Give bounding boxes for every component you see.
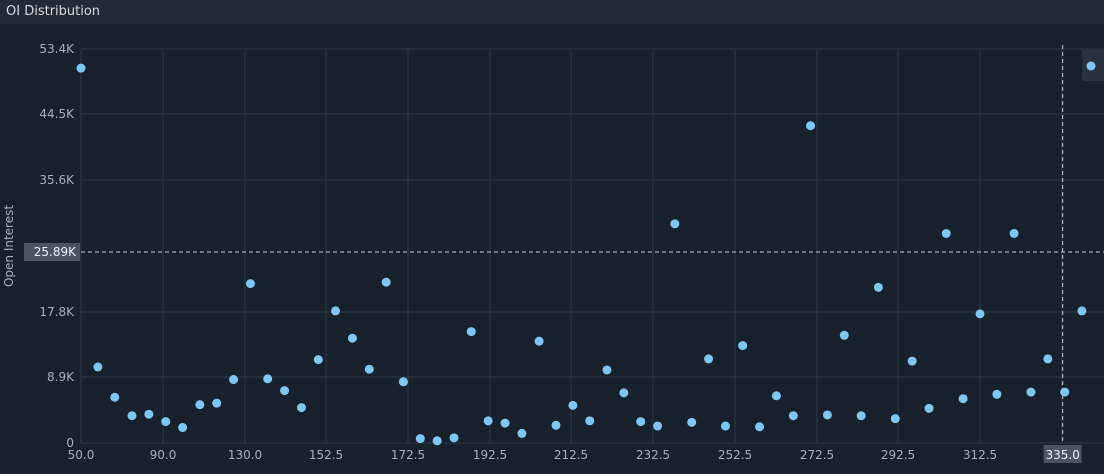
- y-tick-label: 44.5K: [39, 107, 75, 121]
- data-point: [924, 403, 934, 413]
- data-point: [76, 63, 86, 73]
- data-point: [771, 391, 781, 401]
- y-axis-title: Open Interest: [2, 205, 16, 287]
- data-point: [110, 392, 120, 402]
- y-tick-label: 17.8K: [39, 305, 75, 319]
- data-point: [466, 327, 476, 337]
- data-point: [585, 416, 595, 426]
- x-tick-label: 172.5: [391, 448, 425, 462]
- label-layer: 0 8.9K 17.8K 35.6K 44.5K 53.4K 50.0 90.0 130.0 15…: [2, 42, 1104, 463]
- y-tick-label: 8.9K: [47, 370, 75, 384]
- data-point: [551, 420, 561, 430]
- panel-header: OI Distribution: [0, 0, 1104, 24]
- x-tick-label: 252.5: [718, 448, 752, 462]
- data-point: [144, 409, 154, 419]
- data-point: [245, 279, 255, 289]
- data-point: [907, 356, 917, 366]
- legend-marker: [1086, 61, 1096, 71]
- data-point: [602, 365, 612, 375]
- crosshair-y-label-bg: [24, 242, 80, 261]
- data-point: [636, 417, 646, 427]
- data-point: [788, 411, 798, 421]
- data-point: [517, 428, 527, 438]
- data-point: [381, 277, 391, 287]
- data-point: [653, 421, 663, 431]
- x-tick-label: 152.5: [309, 448, 343, 462]
- data-point: [212, 398, 222, 408]
- data-point: [296, 403, 306, 413]
- data-point: [873, 282, 883, 292]
- data-point: [432, 436, 442, 446]
- data-point: [839, 330, 849, 340]
- data-point: [313, 355, 323, 365]
- data-point: [449, 433, 459, 443]
- data-point: [958, 394, 968, 404]
- panel-title: OI Distribution: [6, 4, 101, 19]
- data-point: [398, 377, 408, 387]
- x-tick-label: 272.5: [800, 448, 834, 462]
- data-point: [534, 336, 544, 346]
- data-point: [229, 375, 239, 385]
- data-point: [178, 423, 188, 433]
- data-point: [1026, 387, 1036, 397]
- x-tick-label: 312.5: [963, 448, 997, 462]
- crosshair-x-label-bg: [1043, 445, 1082, 463]
- crosshair-layer: [81, 45, 1104, 443]
- data-point: [127, 411, 137, 421]
- crosshair-x-label: 335.0: [1045, 448, 1079, 462]
- data-point: [161, 417, 171, 427]
- x-tick-label: 192.5: [473, 448, 507, 462]
- data-point: [992, 389, 1002, 399]
- data-point: [755, 422, 765, 432]
- x-tick-label: 212.5: [554, 448, 588, 462]
- data-point: [687, 417, 697, 427]
- data-point: [670, 219, 680, 229]
- grid-layer: [80, 48, 1104, 444]
- data-point: [364, 364, 374, 374]
- y-tick-label: 53.4K: [39, 42, 75, 56]
- x-tick-label: 232.5: [636, 448, 670, 462]
- y-tick-label: 0: [66, 436, 74, 450]
- x-tick-label: 90.0: [150, 448, 177, 462]
- data-point: [347, 333, 357, 343]
- data-point: [720, 421, 730, 431]
- data-point: [331, 306, 341, 316]
- data-point: [280, 386, 290, 396]
- data-point: [738, 341, 748, 351]
- data-point: [93, 362, 103, 372]
- data-point: [483, 416, 493, 426]
- points-layer: [76, 63, 1087, 446]
- data-point: [263, 374, 273, 384]
- x-tick-label: 50.0: [68, 448, 95, 462]
- data-point: [1043, 354, 1053, 364]
- data-point: [1060, 387, 1070, 397]
- data-point: [806, 121, 816, 131]
- data-point: [822, 410, 832, 420]
- data-point: [500, 418, 510, 428]
- x-tick-label: 292.5: [881, 448, 915, 462]
- x-tick-label: 130.0: [228, 448, 262, 462]
- crosshair-y-label: 25.89K: [34, 245, 77, 259]
- data-point: [568, 400, 578, 410]
- data-point: [1077, 306, 1087, 316]
- y-tick-label: 35.6K: [39, 173, 75, 187]
- data-point: [890, 414, 900, 424]
- data-point: [415, 434, 425, 444]
- data-point: [1009, 228, 1019, 238]
- data-point: [975, 309, 985, 319]
- data-point: [619, 388, 629, 398]
- data-point: [941, 228, 951, 238]
- data-point: [195, 400, 205, 410]
- data-point: [704, 354, 714, 364]
- data-point: [856, 411, 866, 421]
